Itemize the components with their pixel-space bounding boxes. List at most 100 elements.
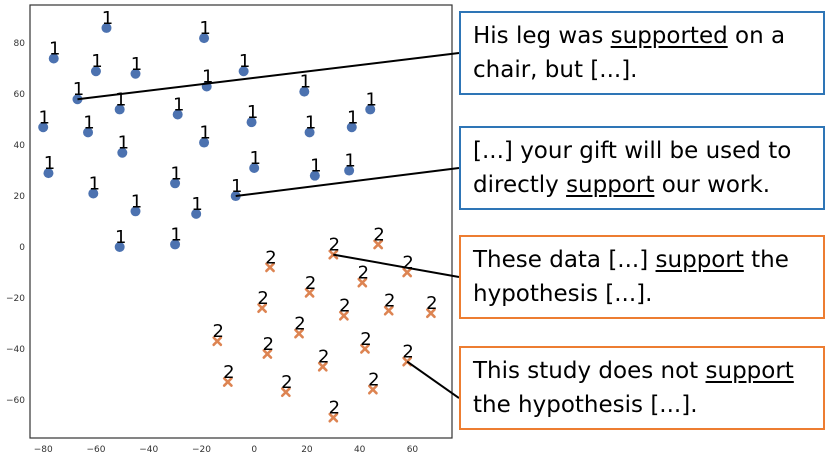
data-point-circle: [48, 53, 59, 64]
point-label: 1: [73, 79, 84, 100]
data-point-circle: [117, 147, 128, 158]
point-label: 1: [44, 153, 55, 174]
data-point-x: [304, 287, 315, 298]
point-label: 1: [89, 173, 100, 194]
callout-text: [...] your gift will be used to: [473, 138, 792, 164]
point-label: 1: [366, 89, 377, 110]
data-point-circle: [114, 104, 125, 115]
data-point-circle: [130, 206, 141, 217]
point-label: 2: [318, 347, 329, 368]
plot-frame: [29, 4, 453, 439]
point-label: 2: [358, 263, 369, 284]
point-label: 1: [347, 107, 358, 128]
point-label: 1: [305, 112, 316, 133]
y-tick-label: 0: [19, 243, 25, 253]
point-label: 1: [83, 112, 94, 133]
point-label: 1: [249, 148, 260, 169]
point-label: 2: [402, 252, 413, 273]
data-point-x: [357, 277, 368, 288]
callout-text: These data [...]: [473, 247, 656, 273]
point-label: 1: [231, 176, 242, 197]
point-label: 2: [329, 398, 340, 419]
callout-line: His leg was supported on a: [473, 19, 813, 53]
data-point-x: [367, 384, 378, 395]
point-label: 2: [281, 372, 292, 393]
point-label: 1: [344, 151, 355, 172]
y-tick-label: 40: [14, 141, 26, 151]
data-point-circle: [101, 22, 112, 33]
callout-text: directly: [473, 172, 567, 198]
callout-text: our work.: [654, 172, 771, 198]
callout-text: hypothesis [...].: [473, 281, 653, 307]
point-label: 2: [305, 273, 316, 294]
callout-text: the hypothesis [...].: [473, 392, 698, 418]
callout-text: chair, but [...].: [473, 57, 638, 83]
data-point-circle: [90, 66, 101, 77]
point-label: 2: [294, 314, 305, 335]
data-point-x: [338, 310, 349, 321]
data-point-circle: [309, 170, 320, 181]
data-point-circle: [346, 122, 357, 133]
data-point-x: [383, 305, 394, 316]
y-axis-ticks: 80 60 40 20 0 −20 −40 −60: [6, 39, 25, 406]
x-tick-label: 40: [354, 445, 366, 455]
callout-line: This study does not support: [473, 354, 813, 388]
x-tick-label: 20: [301, 445, 313, 455]
point-label: 2: [402, 342, 413, 363]
data-point-x: [257, 303, 267, 313]
leader-line: [333, 253, 460, 278]
point-label: 2: [265, 247, 276, 268]
underlined-keyword: supported: [610, 23, 728, 49]
x-tick-label: −60: [86, 445, 105, 455]
point-label: 1: [199, 123, 210, 144]
data-point-circle: [170, 178, 181, 189]
point-label: 1: [131, 54, 142, 75]
callout-box: His leg was supported on a chair, but [..…: [459, 11, 825, 95]
point-label: 1: [170, 224, 181, 245]
data-point-x: [426, 308, 436, 319]
point-label: 1: [191, 194, 202, 215]
data-point-circle: [130, 68, 141, 79]
callout-line: directly support our work.: [473, 168, 813, 202]
data-point-x: [265, 262, 275, 273]
point-label: 1: [170, 163, 181, 184]
point-label: 1: [199, 18, 210, 39]
point-label: 1: [49, 38, 60, 59]
data-point-circle: [238, 66, 249, 77]
data-point-circle: [114, 241, 125, 252]
x-tick-label: −80: [34, 445, 53, 455]
point-label: 1: [247, 102, 258, 123]
leader-line: [77, 52, 460, 101]
x-tick-label: 0: [251, 445, 257, 455]
y-tick-label: −20: [6, 294, 25, 304]
underlined-keyword: support: [655, 247, 744, 273]
point-label: 1: [202, 67, 213, 88]
point-label: 2: [373, 224, 384, 245]
point-label: 1: [239, 51, 250, 72]
y-tick-label: 80: [14, 39, 26, 49]
callout-line: the hypothesis [...].: [473, 388, 813, 422]
data-point-x: [360, 343, 370, 354]
data-point-circle: [246, 117, 257, 128]
data-point-circle: [199, 137, 210, 148]
point-label: 1: [118, 133, 129, 154]
x-tick-label: 60: [407, 445, 419, 455]
data-point-circle: [344, 165, 355, 176]
data-point-x: [402, 267, 413, 278]
point-label: 1: [173, 95, 184, 116]
underlined-keyword: support: [705, 358, 794, 384]
callout-line: chair, but [...].: [473, 53, 813, 87]
data-point-circle: [38, 122, 49, 133]
data-point-x: [262, 349, 273, 359]
callout-line: hypothesis [...].: [473, 277, 813, 311]
callout-line: [...] your gift will be used to: [473, 134, 813, 168]
point-label: 1: [91, 51, 102, 72]
point-label: 2: [223, 362, 234, 383]
callout-text: the: [743, 247, 789, 273]
y-tick-label: −40: [6, 345, 25, 355]
point-label: 2: [213, 321, 224, 342]
data-point-circle: [249, 163, 260, 174]
callout-text: This study does not: [473, 358, 706, 384]
data-point-circle: [365, 104, 376, 115]
